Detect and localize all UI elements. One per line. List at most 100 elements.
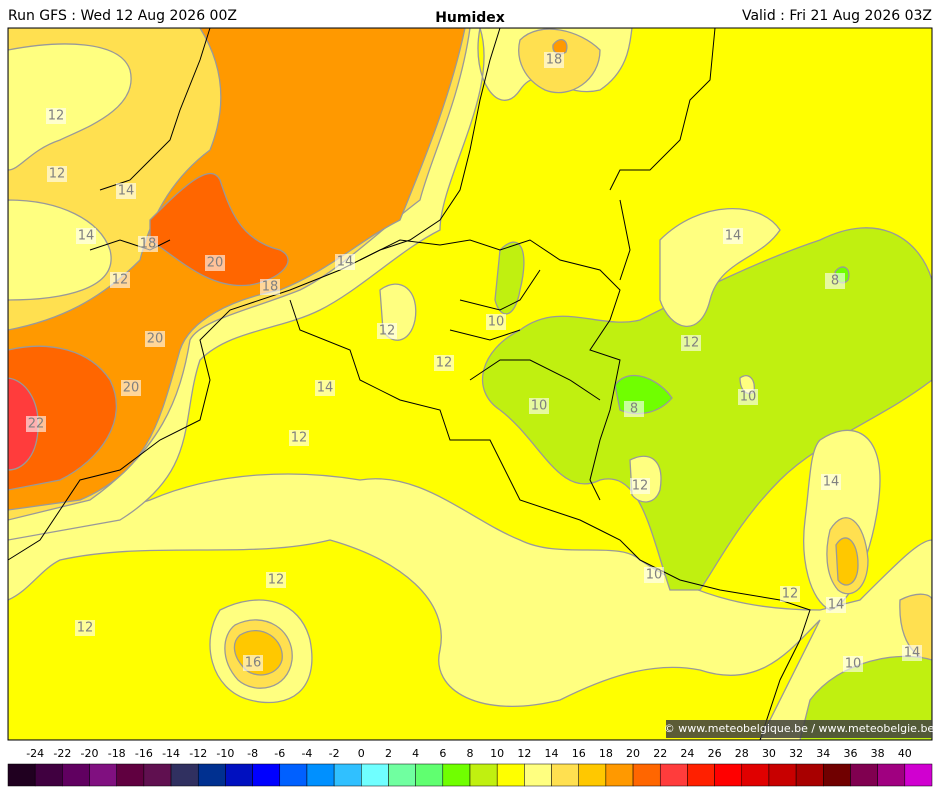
colorbar-label: -4 (301, 747, 312, 760)
label-bg (377, 323, 397, 339)
colorbar-swatch (116, 763, 145, 787)
label-bg (76, 228, 96, 244)
contour-label: 12 (77, 621, 94, 636)
label-bg (266, 572, 286, 588)
colorbar-label: -12 (189, 747, 207, 760)
label-bg (825, 273, 845, 289)
colorbar-label: 28 (735, 747, 749, 760)
colorbar-swatch (850, 763, 878, 787)
colorbar-swatch (877, 763, 906, 787)
colorbar-label: 10 (490, 747, 504, 760)
contour-label: 10 (740, 390, 757, 405)
colorbar-label: -2 (329, 747, 340, 760)
label-bg (47, 166, 67, 182)
colorbar-label: 30 (762, 747, 776, 760)
label-bg (26, 416, 46, 432)
colorbar-swatch (7, 763, 36, 787)
contour-label: 14 (118, 184, 135, 199)
contour-label: 20 (147, 332, 164, 347)
label-bg (335, 254, 355, 270)
colorbar-swatch (795, 763, 824, 787)
contour-label: 12 (49, 167, 66, 182)
colorbar-swatch (442, 763, 471, 787)
colorbar-swatch (904, 763, 933, 787)
colorbar-swatch (170, 763, 199, 787)
colorbar-swatch (333, 763, 362, 787)
label-bg (260, 279, 280, 295)
label-bg (738, 389, 758, 405)
colorbar-swatch (197, 763, 226, 787)
colorbar-label: 36 (843, 747, 857, 760)
colorbar-swatch (551, 763, 579, 787)
colorbar-label: 8 (467, 747, 474, 760)
colorbar-label: -22 (53, 747, 71, 760)
colorbar-label: 24 (680, 747, 694, 760)
colorbar-label: 34 (816, 747, 830, 760)
contour-label: 12 (291, 431, 308, 446)
contour-label: 12 (683, 336, 700, 351)
colorbar-label: -24 (26, 747, 44, 760)
label-bg (624, 401, 644, 417)
contour-label: 20 (207, 256, 224, 271)
contour-label: 10 (845, 657, 862, 672)
colorbar-swatch (659, 763, 688, 787)
contour-label: 10 (646, 568, 663, 583)
label-bg (145, 331, 165, 347)
colorbar-swatch (361, 763, 389, 787)
contour-label: 20 (123, 381, 140, 396)
label-bg (138, 236, 158, 252)
colorbar-label: 26 (708, 747, 722, 760)
colorbar-label: 16 (572, 747, 586, 760)
contour-label: 14 (78, 229, 95, 244)
label-bg (644, 567, 664, 583)
colorbar-swatch (388, 763, 416, 787)
contour-label: 8 (831, 274, 839, 289)
contour-label: 18 (262, 280, 279, 295)
contour-label: 18 (140, 237, 157, 252)
contour-label: 12 (436, 356, 453, 371)
colorbar-label: 12 (517, 747, 531, 760)
label-bg (723, 228, 743, 244)
colorbar-swatch (741, 763, 770, 787)
label-bg (821, 474, 841, 490)
contour-label: 12 (48, 109, 65, 124)
label-bg (780, 586, 800, 602)
colorbar-swatch (687, 763, 715, 787)
colorbar-swatch (768, 763, 797, 787)
colorbar-swatch (469, 763, 498, 787)
colorbar-swatch (89, 763, 117, 787)
colorbar-label: 40 (898, 747, 912, 760)
colorbar-swatch (496, 763, 525, 787)
colorbar-label: -14 (162, 747, 180, 760)
map-title: Humidex (435, 10, 505, 26)
label-bg (46, 108, 66, 124)
contour-label: 12 (379, 324, 396, 339)
contour-label: 8 (630, 402, 638, 417)
colorbar-swatch (632, 763, 661, 787)
label-bg (434, 355, 454, 371)
label-bg (243, 655, 263, 671)
colorbar-swatch (225, 763, 253, 787)
label-bg (486, 314, 506, 330)
label-bg (205, 255, 225, 271)
label-bg (681, 335, 701, 351)
label-bg (826, 597, 846, 613)
label-bg (529, 398, 549, 414)
colorbar-label: 6 (439, 747, 446, 760)
contour-label: 14 (904, 646, 921, 661)
contour-label: 14 (725, 229, 742, 244)
label-bg (315, 380, 335, 396)
run-info: Run GFS : Wed 12 Aug 2026 00Z (8, 8, 237, 24)
label-bg (110, 272, 130, 288)
contour-label: 12 (268, 573, 285, 588)
contour-label: 14 (828, 598, 845, 613)
colorbar-label: 20 (626, 747, 640, 760)
contour-label: 10 (488, 315, 505, 330)
colorbar-label: 38 (871, 747, 885, 760)
contour-label: 10 (531, 399, 548, 414)
contour-label: 16 (245, 656, 262, 671)
contour-label: 12 (782, 587, 799, 602)
contour-label: 18 (546, 53, 563, 68)
